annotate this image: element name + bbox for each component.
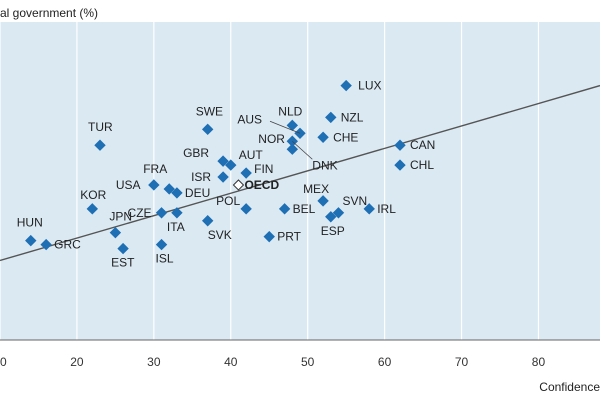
point-label-deu: DEU: [185, 186, 210, 200]
point-esp: [325, 211, 337, 223]
point-label-jpn: JPN: [109, 210, 132, 224]
x-tick-label: 80: [532, 355, 546, 369]
point-label-svn: SVN: [342, 194, 367, 208]
point-label-che: CHE: [333, 130, 358, 144]
point-ita: [171, 207, 183, 219]
leader-aus: [269, 120, 301, 134]
point-label-kor: KOR: [80, 188, 106, 202]
point-label-aus: AUS: [237, 112, 262, 126]
point-label-isl: ISL: [156, 252, 174, 266]
point-label-esp: ESP: [321, 224, 345, 238]
point-label-swe: SWE: [196, 104, 223, 118]
point-label-lux: LUX: [358, 79, 381, 93]
x-tick-label: 30: [147, 355, 161, 369]
point-fin: [240, 167, 252, 179]
point-label-usa: USA: [116, 178, 141, 192]
point-aut: [225, 159, 237, 171]
y-axis-label: al government (%): [0, 6, 99, 20]
x-tick-label: 60: [378, 355, 392, 369]
point-label-nld: NLD: [278, 104, 302, 118]
point-label-mex: MEX: [303, 182, 329, 196]
point-label-aut: AUT: [239, 148, 264, 162]
point-label-pol: POL: [216, 194, 240, 208]
point-label-cze: CZE: [128, 206, 152, 220]
point-label-grc: GRC: [54, 238, 81, 252]
point-label-oecd: OECD: [244, 178, 279, 192]
point-svn: [332, 207, 345, 219]
plot-background: [0, 22, 600, 340]
point-bel: [278, 203, 291, 215]
point-kor: [86, 203, 99, 215]
point-fra: [163, 183, 175, 195]
point-label-nor: NOR: [258, 132, 285, 146]
point-nor: [286, 143, 299, 155]
point-gbr: [217, 155, 229, 167]
x-tick-label: 50: [301, 355, 315, 369]
point-label-isr: ISR: [191, 170, 211, 184]
point-label-est: EST: [111, 256, 135, 270]
point-jpn: [109, 226, 122, 239]
point-label-bel: BEL: [293, 202, 316, 216]
point-label-ita: ITA: [167, 220, 185, 234]
point-oecd: [232, 179, 245, 191]
point-isl: [155, 238, 168, 251]
x-tick-label: 70: [455, 355, 469, 369]
point-prt: [263, 230, 275, 243]
point-hun: [25, 234, 37, 247]
point-usa: [148, 179, 160, 191]
point-label-tur: TUR: [88, 120, 113, 134]
point-nzl: [325, 111, 337, 124]
point-grc: [40, 238, 52, 251]
trend-line: [0, 84, 600, 262]
point-label-chl: CHL: [410, 158, 434, 172]
point-svk: [201, 215, 214, 227]
point-label-fra: FRA: [143, 162, 167, 176]
x-tick-label: 40: [224, 355, 238, 369]
point-irl: [363, 203, 375, 215]
point-can: [394, 139, 406, 151]
point-mex: [317, 195, 329, 207]
point-label-dnk: DNK: [312, 158, 337, 172]
x-tick-label: 20: [70, 355, 84, 369]
point-label-prt: PRT: [277, 230, 301, 244]
point-tur: [94, 139, 106, 151]
point-label-fin: FIN: [254, 162, 273, 176]
point-label-nzl: NZL: [341, 110, 364, 124]
point-label-irl: IRL: [377, 202, 396, 216]
point-pol: [240, 203, 252, 215]
point-deu: [171, 187, 183, 199]
point-label-can: CAN: [410, 138, 435, 152]
leader-dnk: [292, 140, 313, 160]
point-chl: [394, 159, 406, 171]
point-label-gbr: GBR: [183, 146, 209, 160]
point-label-svk: SVK: [208, 228, 232, 242]
x-tick-label: 10: [0, 355, 7, 369]
point-label-hun: HUN: [17, 216, 43, 230]
point-lux: [340, 79, 352, 92]
point-cze: [155, 207, 168, 219]
point-che: [317, 131, 329, 143]
point-swe: [201, 123, 214, 136]
point-est: [117, 242, 129, 255]
point-isr: [217, 171, 229, 183]
x-axis-label: Confidence: [539, 380, 600, 394]
